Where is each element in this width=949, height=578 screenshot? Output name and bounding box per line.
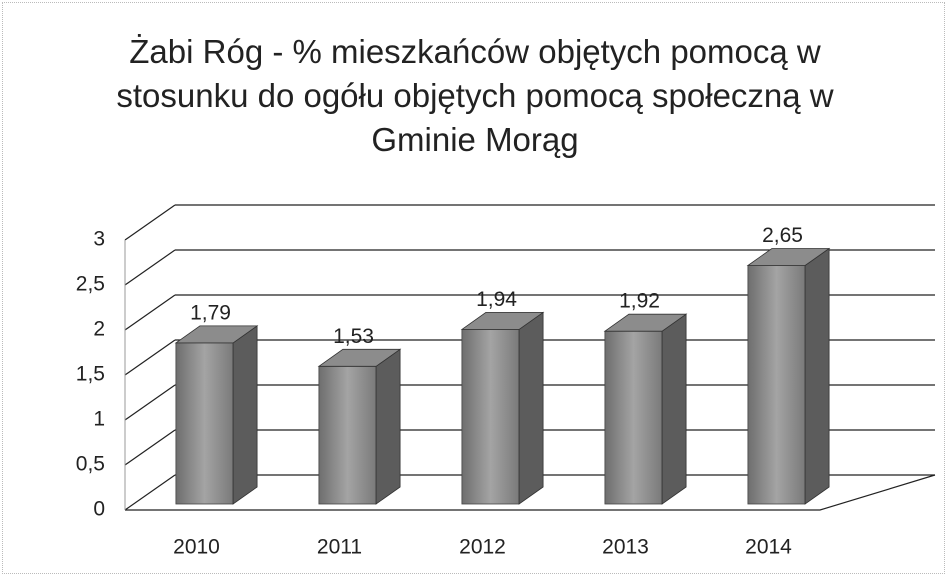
y-tick-label: 0,5 xyxy=(76,453,105,476)
floor xyxy=(125,474,936,511)
grid-line-side xyxy=(124,339,176,376)
y-tick-label: 2,5 xyxy=(76,273,105,296)
value-label: 1,94 xyxy=(476,288,517,311)
bar xyxy=(460,311,545,505)
value-label: 1,92 xyxy=(619,290,660,313)
grid-line-side xyxy=(124,474,176,511)
bar xyxy=(174,325,259,505)
x-tick-label: 2010 xyxy=(173,536,220,559)
bar xyxy=(746,247,831,505)
y-tick-label: 2 xyxy=(93,318,105,341)
y-tick-label: 3 xyxy=(93,228,105,251)
bar xyxy=(317,348,402,505)
x-tick-label: 2011 xyxy=(317,536,362,559)
value-label: 1,79 xyxy=(190,301,231,324)
chart-title: Żabi Róg - % mieszkańców objętych pomocą… xyxy=(116,33,834,158)
grid-line-side xyxy=(124,429,176,466)
x-tick-label: 2014 xyxy=(745,536,792,559)
grid-line-side xyxy=(124,249,176,286)
y-tick-label: 1 xyxy=(93,408,105,431)
value-label: 1,53 xyxy=(333,325,374,348)
x-tick-label: 2012 xyxy=(459,536,506,559)
grid-line-side xyxy=(124,294,176,331)
grid-line-side xyxy=(124,204,176,241)
grid-line-side xyxy=(124,384,176,421)
y-tick-label: 0 xyxy=(93,498,105,521)
y-tick-label: 1,5 xyxy=(76,363,105,386)
x-tick-label: 2013 xyxy=(602,536,649,559)
value-label: 2,65 xyxy=(762,224,803,247)
bar xyxy=(603,313,688,505)
